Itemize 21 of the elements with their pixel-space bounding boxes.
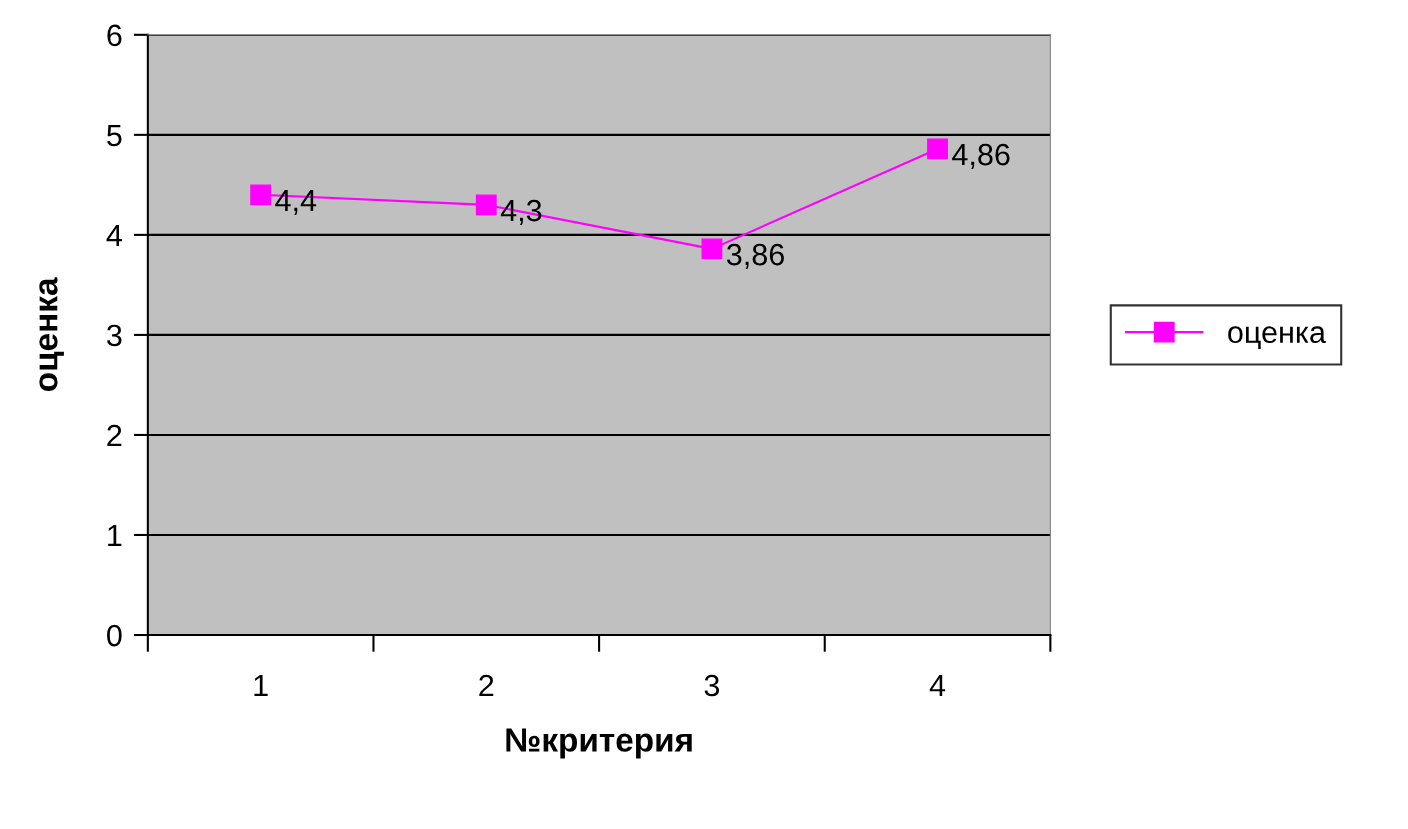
x-tick-label: 3 <box>704 674 720 697</box>
y-tick-label: 1 <box>108 525 122 547</box>
x-axis-title: №критерия <box>506 728 692 759</box>
x-tick-label: 4 <box>929 675 946 697</box>
data-label: 3,86 <box>726 243 784 270</box>
x-tick-label: 1 <box>254 675 268 697</box>
y-tick-label: 0 <box>107 624 122 647</box>
y-axis-title: оценка <box>39 277 64 391</box>
point <box>701 238 723 260</box>
y-tick-label: 3 <box>107 324 122 347</box>
data-label: 4,86 <box>952 143 1010 169</box>
point <box>475 194 497 216</box>
y-tick-label: 4 <box>106 224 122 246</box>
legend-label: оценка <box>1228 326 1326 349</box>
y-tick-label: 5 <box>107 124 122 147</box>
point <box>250 184 272 206</box>
point <box>927 138 948 160</box>
y-tick-label: 2 <box>107 424 122 447</box>
x-tick-label: 2 <box>479 674 494 697</box>
y-tick-label: 6 <box>107 24 122 47</box>
data-label: 4,4 <box>275 190 317 216</box>
